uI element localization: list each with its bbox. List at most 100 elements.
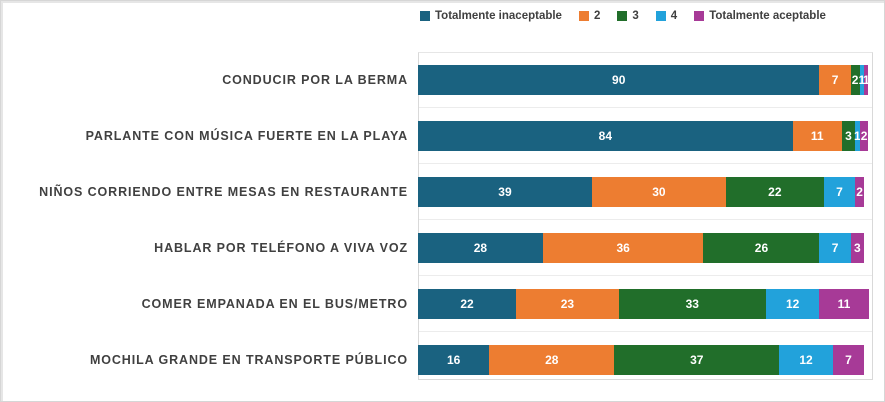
segment-value-label: 22 [460,297,474,311]
segment-value-label: 22 [768,185,782,199]
stacked-bar: 39 30 22 7 2 [418,177,865,207]
segment-value-label: 11 [837,297,851,311]
bar-segment: 7 [819,233,851,263]
bar-segment: 84 [418,121,793,151]
stacked-bar: 90 7 2 1 1 [418,65,870,95]
segment-value-label: 12 [799,353,813,367]
bar-segment: 37 [614,345,780,375]
segment-value-label: 12 [785,297,800,311]
bar-segment: 1 [854,121,861,151]
legend-swatch-icon [578,11,589,21]
segment-value-label: 26 [754,241,769,255]
stacked-bar: 84 11 3 1 2 [418,121,869,151]
bar-segment: 33 [618,289,766,319]
bar-segment: 23 [516,289,619,319]
legend-label: 4 [670,10,678,22]
segment-value-label: 11 [810,129,824,143]
bar-track: 90 7 2 1 1 [418,65,873,95]
legend-item: 4 [655,10,678,22]
bar-segment: 11 [819,289,869,319]
bar-segment: 30 [591,177,726,207]
bar-segment: 1 [862,65,870,95]
segment-value-label: 3 [854,241,861,255]
category-label: NIÑOS CORRIENDO ENTRE MESAS EN RESTAURAN… [39,185,408,199]
bar-segment: 7 [823,177,856,207]
legend-item: 2 [578,10,601,22]
bar-track: 22 23 33 12 11 [418,289,873,319]
bar-segment: 11 [792,121,842,151]
bar-segment: 26 [703,233,820,263]
chart-row: HABLAR POR TELÉFONO A VIVA VOZ 28 36 26 7 3 [1,220,873,276]
bar-segment: 90 [418,65,820,95]
segment-value-label: 23 [560,297,575,311]
bar-track: 39 30 22 7 2 [418,177,873,207]
bar-segment: 2 [855,177,865,207]
stacked-bar: 22 23 33 12 11 [418,289,869,319]
legend-label: 2 [593,10,601,22]
segment-value-label: 2 [860,129,868,143]
legend-item: Totalmente aceptable [694,10,826,22]
bar-segment: 36 [542,233,704,263]
bar-track: 84 11 3 1 2 [418,121,873,151]
bar-segment: 3 [841,121,856,151]
category-label: COMER EMPANADA EN EL BUS/METRO [141,297,408,311]
segment-value-label: 1 [858,73,866,87]
segment-value-label: 7 [831,73,839,87]
bar-segment: 39 [418,177,592,207]
bar-segment: 2 [859,121,869,151]
bar-segment: 2 [850,65,860,95]
bar-segment: 12 [779,345,833,375]
legend-swatch-icon [694,11,705,21]
segment-value-label: 3 [845,129,852,143]
category-label: MOCHILA GRANDE EN TRANSPORTE PÚBLICO [89,353,408,367]
segment-value-label: 7 [831,241,839,255]
bar-segment: 12 [765,289,820,319]
segment-value-label: 1 [854,129,861,143]
segment-value-label: 30 [652,185,666,199]
bar-segment: 28 [418,233,543,263]
bar-segment: 7 [819,65,851,95]
legend-label: Totalmente inaceptable [435,10,562,22]
segment-value-label: 37 [690,353,704,367]
bar-track: 16 28 37 12 7 [418,345,873,375]
bar-segment: 22 [418,289,517,319]
segment-value-label: 2 [851,73,859,87]
legend-swatch-icon [617,11,628,21]
legend-label: 3 [632,10,639,22]
bar-segment: 16 [418,345,490,375]
stacked-bar: 16 28 37 12 7 [418,345,865,375]
category-label: HABLAR POR TELÉFONO A VIVA VOZ [154,241,408,255]
segment-value-label: 2 [856,185,863,199]
bar-segment: 28 [489,345,615,375]
chart-row: COMER EMPANADA EN EL BUS/METRO 22 23 33 12 11 [1,276,873,332]
chart-row: MOCHILA GRANDE EN TRANSPORTE PÚBLICO 16 28… [1,332,873,388]
segment-value-label: 90 [612,73,626,87]
segment-value-label: 7 [845,353,852,367]
segment-value-label: 28 [473,241,488,255]
chart-rows: CONDUCIR POR LA BERMA 90 7 2 1 1 PARLANTE CON … [1,52,873,388]
legend-item: Totalmente inaceptable [420,10,562,22]
segment-value-label: 1 [862,73,870,87]
bar-segment: 7 [832,345,865,375]
segment-value-label: 84 [598,129,613,143]
segment-value-label: 33 [685,297,699,311]
legend-item: 3 [617,10,639,22]
bar-segment: 22 [725,177,824,207]
legend-swatch-icon [655,11,666,21]
segment-value-label: 28 [545,353,559,367]
category-label: PARLANTE CON MÚSICA FUERTE EN LA PLAYA [85,129,408,143]
segment-value-label: 7 [836,185,843,199]
chart-row: NIÑOS CORRIENDO ENTRE MESAS EN RESTAURAN… [1,164,873,220]
chart-row: CONDUCIR POR LA BERMA 90 7 2 1 1 [1,52,873,108]
category-label: CONDUCIR POR LA BERMA [222,73,408,87]
legend-swatch-icon [420,11,430,21]
bar-segment: 3 [850,233,865,263]
bar-segment: 1 [858,65,866,95]
segment-value-label: 36 [616,241,630,255]
chart-row: PARLANTE CON MÚSICA FUERTE EN LA PLAYA 84… [1,108,873,164]
legend-label: Totalmente aceptable [709,10,826,22]
segment-value-label: 39 [498,185,512,199]
bar-track: 28 36 26 7 3 [418,233,873,263]
stacked-bar: 28 36 26 7 3 [418,233,865,263]
